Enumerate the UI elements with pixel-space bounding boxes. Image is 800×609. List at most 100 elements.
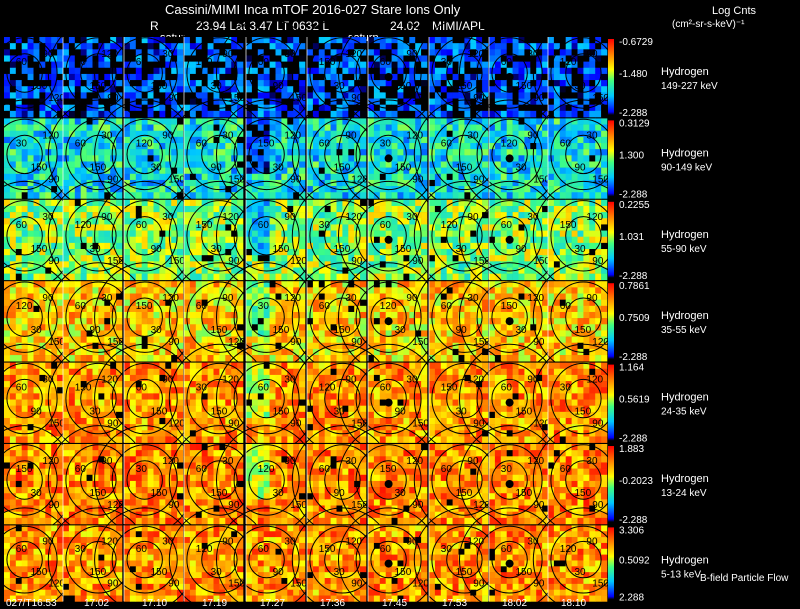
contour-label: 60 xyxy=(441,138,453,149)
contour-label: 60 xyxy=(16,383,28,394)
contour-label: 30 xyxy=(586,456,598,467)
colorbar xyxy=(608,364,614,441)
contour-label: 150 xyxy=(533,256,550,267)
contour-label: 90 xyxy=(107,93,119,104)
contour-label: 90 xyxy=(592,256,604,267)
contour-label: 30 xyxy=(90,244,102,255)
contour-label: 120 xyxy=(501,138,518,149)
contour-label: 90 xyxy=(107,578,119,589)
colorbar-max-label: 0.2255 xyxy=(619,200,650,211)
contour-label: 150 xyxy=(211,407,228,418)
colorbar-max-label: 0.7861 xyxy=(619,281,650,292)
contour-label: 120 xyxy=(16,301,33,312)
contour-label: 30 xyxy=(395,488,407,499)
contour-label: 30 xyxy=(90,407,102,418)
energy-label: 35-55 keV xyxy=(661,325,707,336)
contour-label: 90 xyxy=(162,375,174,386)
contour-label: 150 xyxy=(168,174,185,185)
image-grid: 6090150120301201509060301509012090301506… xyxy=(0,18,635,609)
contour-label: 30 xyxy=(101,293,113,304)
contour-label: 120 xyxy=(48,93,65,104)
contour-label: 30 xyxy=(75,57,87,68)
contour-label: 150 xyxy=(211,325,228,336)
contour-label: 90 xyxy=(222,49,234,60)
contour-label: 60 xyxy=(75,301,87,312)
contour-label: 60 xyxy=(560,301,572,312)
contour-label: 150 xyxy=(273,325,290,336)
contour-label: 150 xyxy=(228,174,245,185)
row-labels: Hydrogen 149-227 keV Hydrogen 90-149 keV Hyd… xyxy=(661,66,718,580)
contour-label: 120 xyxy=(168,419,185,430)
contour-label: 150 xyxy=(395,162,412,173)
contour-label: 150 xyxy=(395,567,412,578)
contour-label: 150 xyxy=(592,578,609,589)
energy-label: 13-24 keV xyxy=(661,488,707,499)
contour-label: 60 xyxy=(560,138,572,149)
contour-label: 30 xyxy=(527,49,539,60)
contour-label: 30 xyxy=(334,407,346,418)
contour-label: 30 xyxy=(284,537,296,548)
time-tick-label: 18:10 xyxy=(561,598,586,609)
contour-label: 90 xyxy=(473,578,485,589)
contour-label: 60 xyxy=(380,57,392,68)
contour-label: 90 xyxy=(168,93,180,104)
contour-label: 90 xyxy=(345,375,357,386)
time-tick-label: 17:36 xyxy=(320,598,345,609)
species-label: Hydrogen xyxy=(661,392,709,404)
contour-label: 150 xyxy=(351,419,368,430)
contour-label: 60 xyxy=(441,301,453,312)
contour-label: 90 xyxy=(586,537,598,548)
contour-label: 150 xyxy=(560,220,577,231)
contour-label: 150 xyxy=(592,93,609,104)
contour-label: 90 xyxy=(592,419,604,430)
colorbar-min-label: -2.288 xyxy=(619,271,648,282)
contour-label: 150 xyxy=(290,578,307,589)
contour-label: 90 xyxy=(222,293,234,304)
colorbar xyxy=(608,201,614,278)
contour-label: 90 xyxy=(228,256,240,267)
contour-label: 150 xyxy=(533,174,550,185)
image-panel: 150 120 30 90 xyxy=(47,343,149,454)
contour-label: 30 xyxy=(273,162,285,173)
contour-label: 60 xyxy=(136,57,148,68)
contour-label: 120 xyxy=(101,537,118,548)
contour-label: 150 xyxy=(501,301,518,312)
contour-label: 60 xyxy=(196,301,208,312)
image-panel: 60 30 90 150 xyxy=(94,180,196,291)
contour-label: 90 xyxy=(406,537,418,548)
contour-label: 150 xyxy=(258,138,275,149)
contour-label: 150 xyxy=(516,567,533,578)
contour-label: 30 xyxy=(31,325,43,336)
contour-label: 90 xyxy=(406,293,418,304)
contour-label: 150 xyxy=(107,256,124,267)
colorbar-min-label: 2.288 xyxy=(619,592,644,603)
contour-label: 30 xyxy=(406,375,418,386)
time-tick-label: 18:02 xyxy=(502,598,527,609)
contour-label: 120 xyxy=(162,456,179,467)
colorbar-max-label: 0.3129 xyxy=(619,118,650,129)
colorbar-mid-label: -0.2023 xyxy=(619,476,653,487)
contour-label: 150 xyxy=(228,93,245,104)
contour-label: 150 xyxy=(319,544,336,555)
contour-label: 150 xyxy=(151,407,168,418)
colorbar xyxy=(608,39,614,115)
contour-label: 60 xyxy=(258,220,270,231)
contour-label: 90 xyxy=(290,174,302,185)
colorbar-max-label: 1.883 xyxy=(619,444,644,455)
contour-label: 120 xyxy=(345,212,362,223)
contour-label: 30 xyxy=(380,138,392,149)
contour-label: 60 xyxy=(501,220,513,231)
contour-label: 30 xyxy=(16,138,28,149)
contour-label: 120 xyxy=(473,500,490,511)
contour-label: 90 xyxy=(516,244,528,255)
image-panel: 150 120 30 90 xyxy=(338,425,440,535)
contour-label: 150 xyxy=(75,383,92,394)
